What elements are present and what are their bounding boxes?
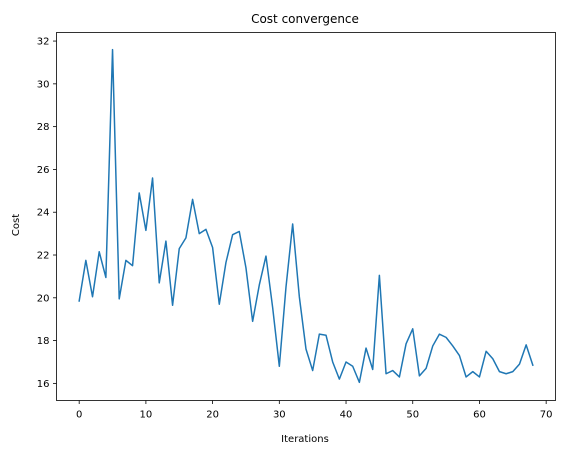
x-tick-label: 30 — [273, 410, 286, 421]
chart-title: Cost convergence — [251, 12, 359, 26]
y-tick-label: 16 — [37, 379, 50, 390]
plot-area — [78, 48, 534, 384]
x-tick-label: 20 — [206, 410, 219, 421]
x-tick-label: 40 — [340, 410, 353, 421]
y-tick-label: 22 — [37, 251, 50, 262]
y-tick-label: 24 — [37, 208, 50, 219]
axes-frame — [56, 32, 556, 401]
x-tick-label: 10 — [140, 410, 153, 421]
x-tick-label: 0 — [76, 410, 82, 421]
y-axis-ticks: 16 18 20 22 24 26 28 30 32 — [37, 37, 57, 390]
y-tick-label: 32 — [37, 37, 50, 48]
x-tick-label: 50 — [406, 410, 419, 421]
y-tick-label: 26 — [37, 165, 50, 176]
x-tick-label: 60 — [473, 410, 486, 421]
y-tick-label: 30 — [37, 79, 50, 90]
x-axis-ticks: 0 10 20 30 40 50 60 70 — [76, 400, 553, 421]
x-axis-label: Iterations — [281, 434, 329, 445]
y-tick-label: 28 — [37, 122, 50, 133]
x-tick-label: 70 — [540, 410, 553, 421]
y-axis-label: Cost — [11, 214, 22, 236]
y-tick-label: 18 — [37, 336, 50, 347]
y-tick-label: 20 — [37, 293, 50, 304]
